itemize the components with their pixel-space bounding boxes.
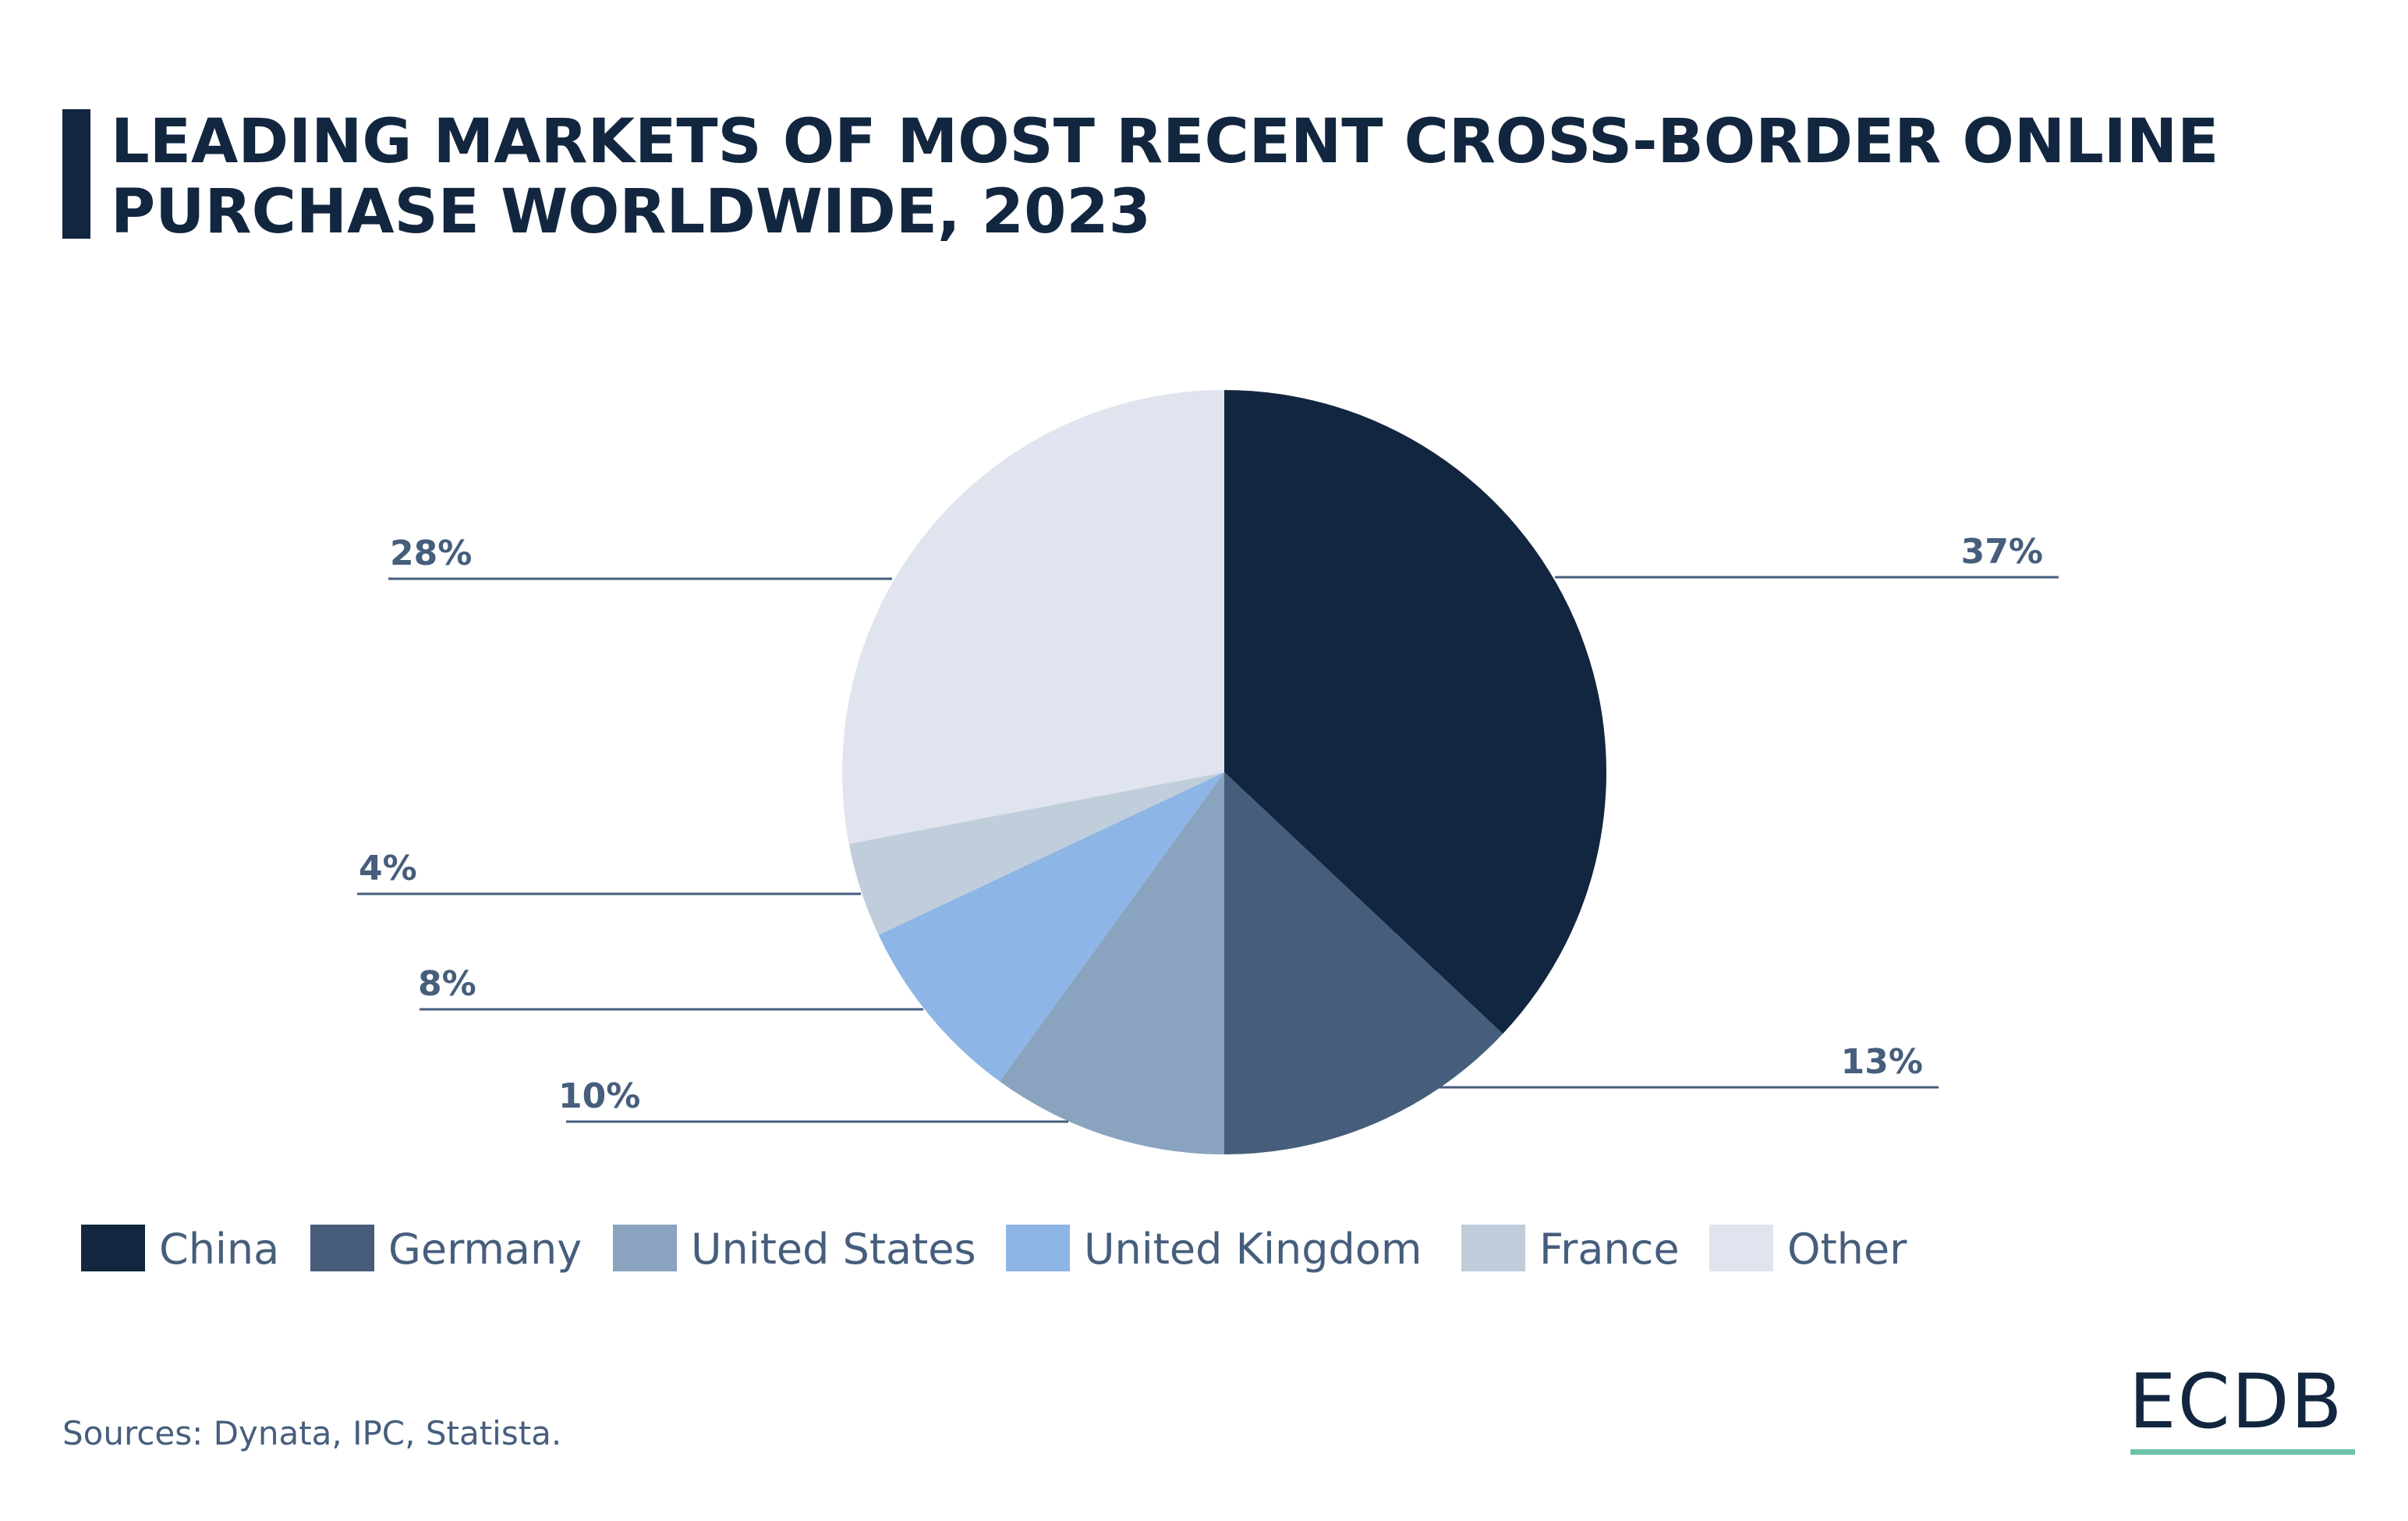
data-label-united-states: 10% (558, 1076, 640, 1116)
legend-swatch-france (1461, 1225, 1525, 1271)
pie-slice-france (848, 772, 1224, 935)
legend-swatch-other (1709, 1225, 1773, 1271)
data-label-germany: 13% (1841, 1042, 1923, 1082)
ecdb-logo: ECDB (2129, 1358, 2343, 1445)
pie-slice-germany (1224, 772, 1503, 1154)
chart-title-line-1: LEADING MARKETS OF MOST RECENT CROSS-BOR… (111, 107, 2219, 177)
legend-label-other: Other (1787, 1225, 1907, 1274)
title-accent-bar (62, 109, 90, 239)
pie-slice-united-kingdom (878, 772, 1224, 1082)
pie-slice-china (1224, 390, 1606, 1034)
legend-swatch-germany (310, 1225, 374, 1271)
pie-slice-united-states (999, 772, 1224, 1154)
legend-swatch-united-states (613, 1225, 677, 1271)
legend-label-china: China (159, 1225, 279, 1274)
legend-swatch-china (81, 1225, 145, 1271)
pie-slice-other (841, 390, 1224, 844)
legend-label-united-kingdom: United Kingdom (1084, 1225, 1422, 1274)
logo-underline (2130, 1449, 2355, 1455)
chart-title-line-2: PURCHASE WORLDWIDE, 2023 (111, 177, 1151, 247)
legend-label-germany: Germany (388, 1225, 582, 1274)
legend-label-france: France (1539, 1225, 1680, 1274)
legend-swatch-united-kingdom (1006, 1225, 1070, 1271)
data-label-china: 37% (1961, 532, 2043, 572)
sources-note: Sources: Dynata, IPC, Statista. (62, 1414, 561, 1452)
data-label-france: 4% (359, 849, 417, 888)
legend-label-united-states: United States (691, 1225, 976, 1274)
data-label-other: 28% (390, 534, 472, 573)
data-label-united-kingdom: 8% (418, 964, 476, 1004)
